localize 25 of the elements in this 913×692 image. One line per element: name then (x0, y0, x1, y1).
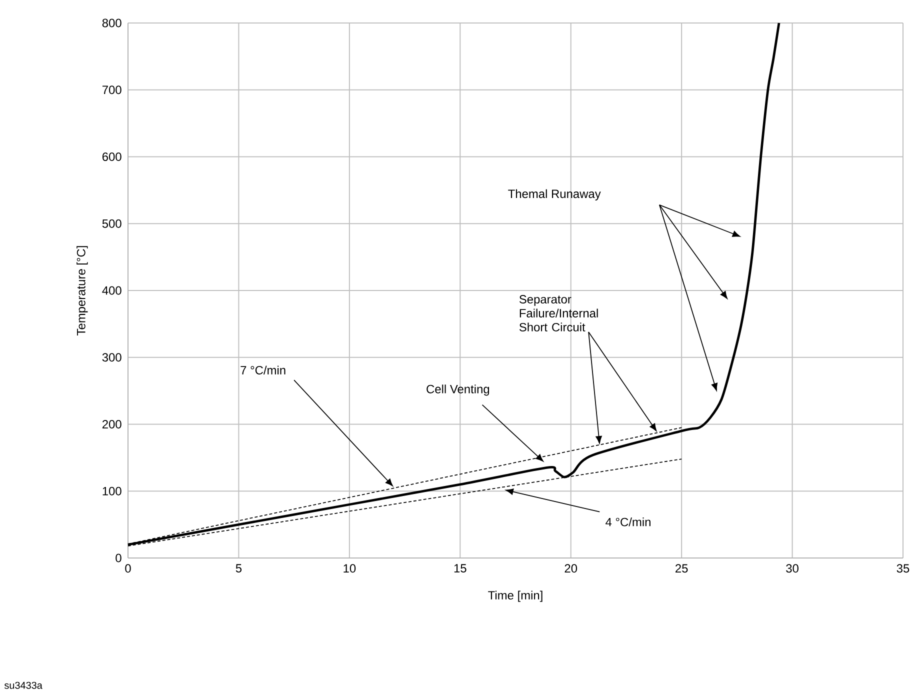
y-tick-label: 400 (102, 286, 122, 295)
annotation: Cell Venting (426, 384, 490, 396)
x-tick-label: 25 (676, 564, 688, 573)
y-tick-label: 700 (102, 86, 122, 94)
y-tick-label: 500 (102, 219, 122, 228)
annotation: Themal Runaway (508, 189, 601, 200)
annotation: Separator Failure/Internal Short Circuit (519, 295, 598, 332)
y-tick-label: 600 (102, 152, 122, 161)
text: su3433a (4, 682, 42, 689)
x-tick-label: 0 (125, 564, 131, 573)
y-axis-title: Temperature [°C] (76, 246, 88, 336)
annotation: 4 °C/min (606, 518, 650, 526)
annotation: 7 °C/min (240, 366, 286, 374)
y-tick-label: 200 (102, 420, 122, 428)
x-tick-label: 10 (344, 564, 356, 573)
x-tick-label: 20 (564, 564, 578, 573)
x-tick-label: 5 (236, 564, 242, 573)
y-tick-label: 300 (102, 353, 122, 362)
x-tick-label: 30 (786, 564, 798, 573)
y-tick-label: 800 (102, 18, 122, 28)
x-tick-label: 35 (896, 564, 910, 573)
y-tick-label: 100 (102, 486, 122, 496)
x-tick-label: 15 (454, 564, 466, 573)
y-tick-label: 0 (116, 554, 122, 562)
x-axis-title: Time [min] (488, 590, 542, 602)
